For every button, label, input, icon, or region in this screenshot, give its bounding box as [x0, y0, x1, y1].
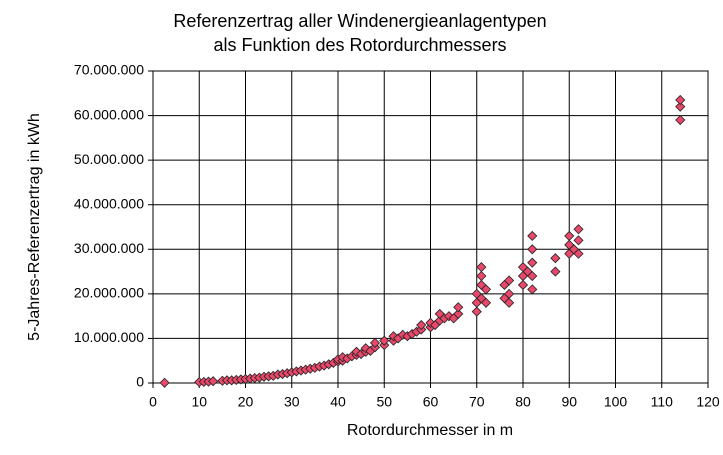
- point: [675, 94, 686, 106]
- point: [476, 270, 487, 282]
- x-tick-label: 60: [423, 394, 439, 410]
- chart-title: Referenzertrag aller Windenergieanlagent…: [173, 11, 546, 31]
- point: [527, 244, 538, 255]
- x-tick-label: 80: [515, 394, 531, 410]
- point: [550, 253, 561, 264]
- x-tick-label: 70: [469, 394, 485, 410]
- point: [471, 306, 482, 317]
- x-axis-label: Rotordurchmesser in m: [347, 422, 513, 439]
- y-tick-label: 20.000.000: [74, 285, 144, 301]
- point: [573, 235, 584, 246]
- point: [504, 275, 515, 286]
- x-tick-label: 10: [191, 394, 207, 410]
- point: [369, 337, 381, 348]
- x-tick-label: 20: [238, 394, 254, 410]
- x-tick-label: 110: [651, 394, 674, 410]
- y-tick-label: 60.000.000: [74, 106, 144, 122]
- y-tick-label: 0: [136, 374, 144, 390]
- y-tick-label: 40.000.000: [74, 195, 144, 211]
- point: [564, 230, 575, 241]
- y-tick-label: 70.000.000: [74, 62, 144, 78]
- y-tick-label: 10.000.000: [74, 329, 144, 345]
- point: [453, 302, 464, 313]
- point: [504, 297, 515, 308]
- y-axis-label: 5-Jahres-Referenzertrag in kWh: [26, 113, 43, 341]
- y-tick-label: 30.000.000: [74, 240, 144, 256]
- point: [480, 297, 492, 308]
- chart-title: als Funktion des Rotordurchmessers: [213, 35, 506, 55]
- point: [476, 262, 487, 273]
- point: [527, 257, 538, 268]
- x-tick-label: 120: [696, 394, 720, 410]
- point: [675, 101, 686, 112]
- point: [208, 376, 219, 387]
- x-tick-label: 40: [330, 394, 346, 410]
- point: [550, 266, 561, 277]
- point: [504, 288, 515, 299]
- point: [675, 114, 686, 126]
- x-tick-label: 0: [149, 394, 157, 410]
- point: [517, 279, 529, 291]
- point: [480, 284, 492, 295]
- x-tick-label: 50: [376, 394, 392, 410]
- x-tick-label: 90: [561, 394, 577, 410]
- plot-border: [152, 70, 709, 384]
- point: [379, 335, 390, 346]
- point: [527, 284, 538, 295]
- point: [453, 308, 464, 319]
- x-tick-label: 30: [284, 394, 300, 410]
- point: [159, 377, 170, 388]
- x-tick-label: 100: [604, 394, 628, 410]
- point: [573, 248, 584, 259]
- y-tick-label: 50.000.000: [74, 151, 144, 167]
- point: [416, 319, 427, 331]
- point: [527, 270, 538, 282]
- point: [527, 230, 538, 241]
- point: [573, 224, 584, 235]
